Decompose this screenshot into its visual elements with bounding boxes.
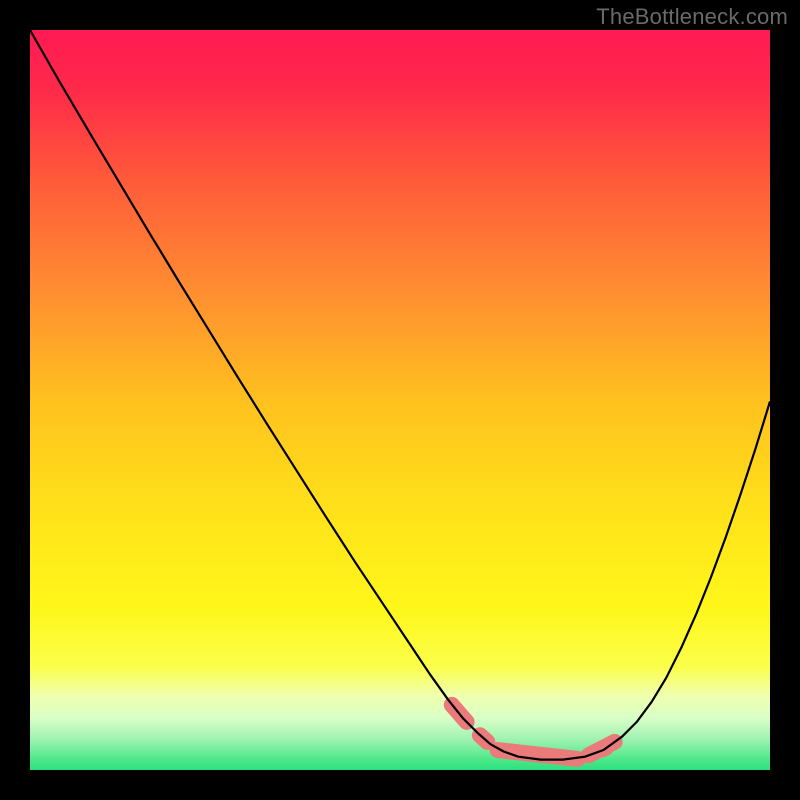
plot-area: [30, 30, 770, 770]
watermark-text: TheBottleneck.com: [596, 4, 788, 30]
bottleneck-curve: [30, 30, 770, 760]
curve-layer: [30, 30, 770, 770]
chart-container: TheBottleneck.com: [0, 0, 800, 800]
